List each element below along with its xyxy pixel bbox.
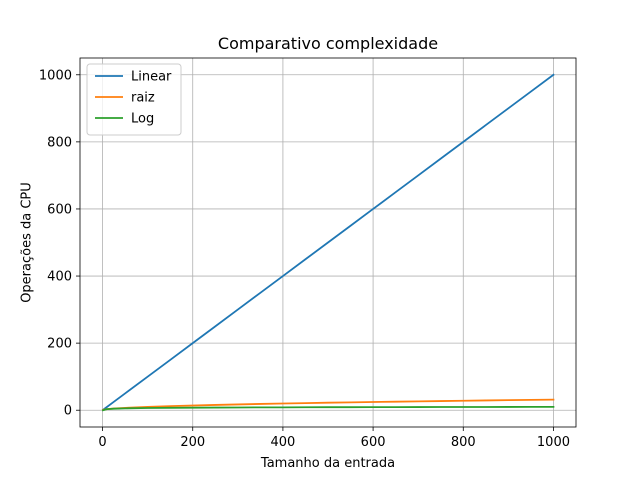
plot-frame [79, 57, 577, 428]
x-tick-label: 800 [451, 435, 476, 450]
x-tick-label: 400 [270, 435, 295, 450]
chart-title: Comparativo complexidade [218, 34, 438, 53]
legend-label-linear: Linear [131, 70, 172, 85]
y-tick-label: 800 [47, 135, 72, 150]
legend-label-raiz: raiz [131, 91, 155, 106]
y-tick-label: 200 [47, 337, 72, 352]
x-tick-label: 600 [361, 435, 386, 450]
legend-label-log: Log [131, 112, 154, 127]
x-axis-label: Tamanho da entrada [260, 456, 395, 471]
series-lines [101, 73, 555, 412]
y-axis-label: Operações da CPU [20, 182, 35, 303]
series-line-linear [101, 73, 555, 412]
grid-lines [80, 58, 576, 427]
x-tick-label: 200 [180, 435, 205, 450]
y-tick-label: 400 [47, 270, 72, 285]
series-line-raiz [101, 398, 555, 411]
x-tick-label: 0 [98, 435, 106, 450]
series-line-log [101, 405, 555, 412]
y-tick-label: 600 [47, 202, 72, 217]
legend: Linear raiz Log [86, 63, 182, 136]
y-tick-label: 1000 [39, 68, 72, 83]
y-tick-label: 0 [64, 404, 72, 419]
x-tick-label: 1000 [537, 435, 570, 450]
axis-ticks: 0 200 400 600 800 1000 0 200 400 600 800 1000 [39, 68, 570, 450]
